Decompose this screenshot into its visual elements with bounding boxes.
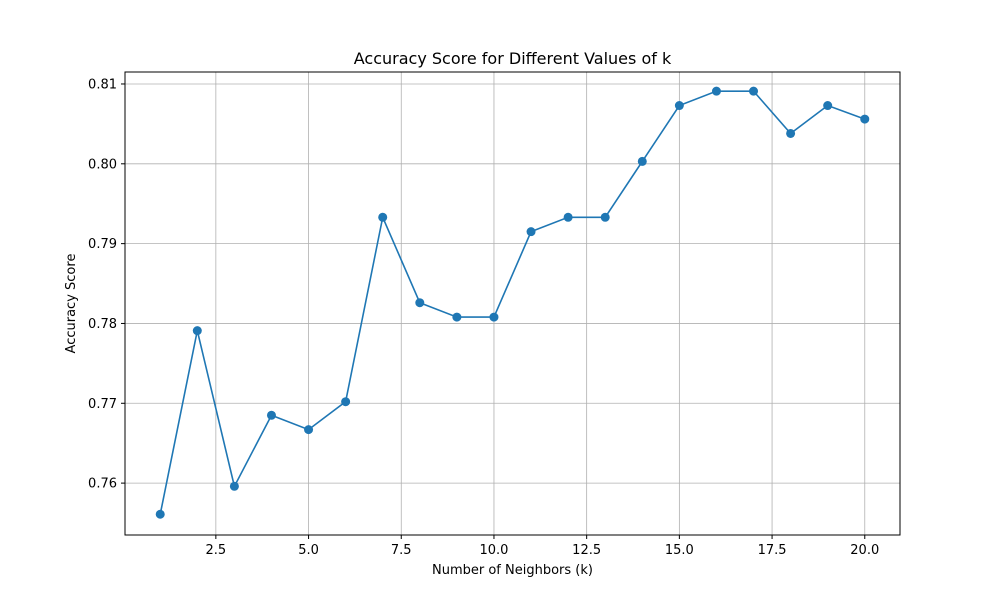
axis-ticks: 2.5 5.0 7.5 10.0 12.5 15.0 17.5 20.0 0.76 0.77 0.7…	[88, 77, 879, 558]
data-point	[786, 128, 796, 138]
x-tick-label: 12.5	[572, 543, 601, 558]
data-point	[860, 114, 870, 124]
y-tick-label: 0.81	[88, 77, 117, 92]
x-tick-label: 17.5	[758, 543, 787, 558]
data-point	[674, 101, 684, 111]
data-point	[378, 212, 388, 222]
data-point	[266, 410, 276, 420]
chart-title: Accuracy Score for Different Values of k	[354, 49, 672, 68]
y-tick-label: 0.80	[88, 157, 117, 172]
x-tick-label: 20.0	[850, 543, 879, 558]
series-line	[159, 90, 866, 515]
grid	[125, 72, 900, 535]
data-point	[341, 397, 351, 407]
data-point	[711, 86, 721, 96]
data-point	[415, 298, 425, 308]
plot-frame	[124, 71, 901, 536]
data-point	[749, 86, 759, 96]
x-tick-label: 15.0	[665, 543, 694, 558]
x-tick-label: 5.0	[298, 543, 319, 558]
x-tick-label: 10.0	[479, 543, 508, 558]
data-point	[823, 101, 833, 111]
series-accuracy	[155, 86, 870, 519]
data-point	[155, 509, 165, 519]
x-axis-label: Number of Neighbors (k)	[432, 563, 593, 578]
x-tick-label: 7.5	[391, 543, 412, 558]
data-point	[192, 326, 202, 336]
data-point	[600, 212, 610, 222]
y-tick-label: 0.78	[88, 317, 117, 332]
data-point	[489, 312, 499, 322]
y-axis-label: Accuracy Score	[64, 254, 79, 354]
y-tick-label: 0.79	[88, 237, 117, 252]
data-point	[452, 312, 462, 322]
data-point	[563, 212, 573, 222]
data-point	[304, 425, 314, 435]
data-point	[637, 156, 647, 166]
data-point	[526, 227, 536, 237]
data-point	[229, 481, 239, 491]
x-tick-label: 2.5	[206, 543, 227, 558]
y-tick-label: 0.76	[88, 477, 117, 492]
y-tick-label: 0.77	[88, 397, 117, 412]
